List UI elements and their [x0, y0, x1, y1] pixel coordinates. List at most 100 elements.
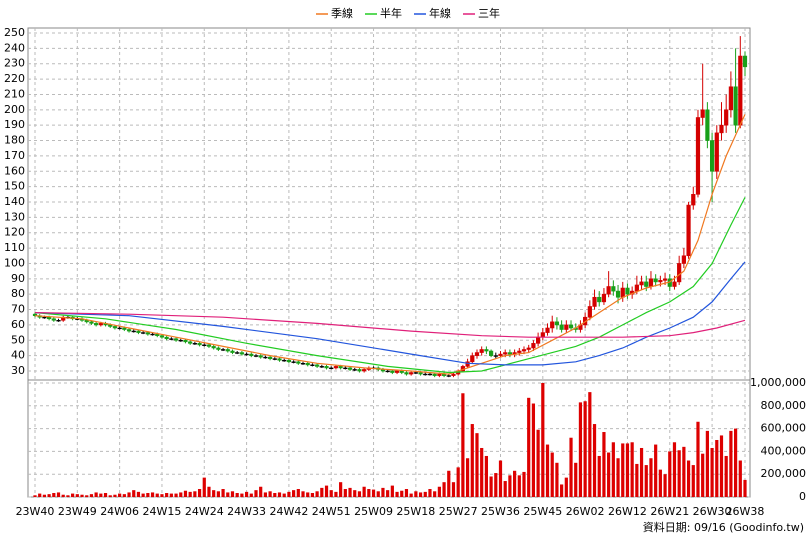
candle-body [239, 352, 244, 355]
volume-bar [287, 491, 291, 497]
volume-bar [310, 493, 315, 497]
volume-bar [306, 492, 310, 497]
volume-bar [75, 494, 79, 497]
candle-body [488, 350, 494, 356]
candle-body [695, 117, 701, 195]
volume-bar [545, 444, 550, 497]
legend-label: 季線 [331, 6, 353, 20]
candle-body [385, 370, 390, 373]
candle-body [126, 329, 132, 332]
volume-bar [418, 492, 423, 497]
footer: 資料日期: 09/16 (Goodinfo.tw) [643, 520, 804, 534]
candle-body [145, 332, 150, 335]
volume-bar [625, 443, 630, 497]
candle-body [249, 353, 254, 356]
volume-tick-label: 800,000 [761, 399, 807, 412]
volume-bar [489, 476, 493, 497]
x-tick-label: 25W27 [439, 505, 478, 518]
candle-body [625, 287, 630, 295]
y-tick-label: 70 [11, 303, 25, 316]
volume-bar [127, 492, 131, 497]
candle-body [305, 363, 310, 366]
ma-line [34, 114, 746, 375]
y-tick-label: 210 [4, 87, 25, 100]
volume-bar [353, 490, 357, 497]
volume-bar [42, 494, 47, 497]
candle-body [479, 349, 484, 353]
candle-body [225, 349, 230, 352]
candle-body [117, 327, 122, 330]
candle-body [437, 373, 442, 376]
volume-bar [480, 447, 484, 497]
volume-bar [240, 493, 244, 497]
volume-bar [517, 475, 521, 497]
x-tick-label: 24W24 [185, 505, 224, 518]
y-tick-label: 30 [11, 364, 25, 377]
volume-bar [390, 485, 394, 497]
volume-bar [254, 490, 258, 497]
volume-bar [174, 493, 178, 497]
candle-body [597, 296, 602, 303]
candle-body [89, 321, 94, 324]
y-tick-label: 140 [4, 195, 25, 208]
volume-bar [296, 489, 300, 497]
volume-bar [381, 487, 385, 497]
volume-bar [677, 450, 681, 497]
volume-bar [555, 462, 559, 497]
volume-bar [658, 469, 662, 497]
volume-tick-label: 400,000 [761, 444, 807, 457]
x-tick-label: 24W51 [312, 505, 351, 518]
candle-body [686, 204, 691, 257]
volume-bar [729, 430, 733, 497]
ma-line [34, 312, 746, 338]
candle-body [42, 316, 47, 319]
candle-body [451, 373, 456, 376]
volume-bar [536, 429, 540, 497]
volume-bar [654, 444, 658, 497]
volume-bar [475, 433, 479, 497]
volume-bar [320, 487, 324, 497]
candle-body [253, 355, 259, 357]
candle-body [474, 352, 480, 356]
candle-body [390, 370, 395, 373]
volume-bar [498, 460, 503, 497]
volume-bar [484, 455, 488, 497]
y-tick-label: 170 [4, 149, 25, 162]
candle-body [545, 327, 550, 333]
volume-bar [371, 489, 376, 497]
candle-body [173, 338, 179, 341]
y-tick-label: 60 [11, 318, 25, 331]
volume-bar [207, 486, 211, 497]
volume-bar [122, 494, 126, 497]
volume-bar [527, 397, 531, 497]
y-tick-label: 250 [4, 26, 25, 39]
candle-body [554, 321, 560, 326]
candle-body [536, 336, 541, 344]
volume-bar [494, 473, 498, 497]
volume-tick-label: 1,000,000 [750, 376, 806, 389]
volume-bar [85, 495, 89, 497]
volume-bar [183, 490, 188, 497]
volume-bar [560, 484, 564, 497]
candle-body [282, 359, 287, 362]
y-tick-label: 110 [4, 241, 25, 254]
volume-bar [574, 462, 578, 497]
x-tick-label: 24W42 [269, 505, 308, 518]
volume-tick-label: 600,000 [761, 422, 807, 435]
y-tick-label: 150 [4, 180, 25, 193]
candle-body [98, 323, 103, 326]
candle-body [700, 109, 705, 118]
volume-bar [277, 492, 282, 497]
volume-bar [193, 491, 197, 497]
volume-bar [442, 482, 446, 497]
volume-bar [202, 477, 206, 497]
volume-bar [348, 487, 352, 497]
volume-bar [141, 493, 145, 497]
volume-bar [263, 492, 267, 497]
candle-body [484, 349, 489, 352]
candle-body [310, 364, 315, 366]
volume-bar [155, 493, 159, 497]
volume-bar [639, 447, 644, 497]
volume-bar [66, 495, 70, 497]
volume-bar [470, 424, 474, 497]
